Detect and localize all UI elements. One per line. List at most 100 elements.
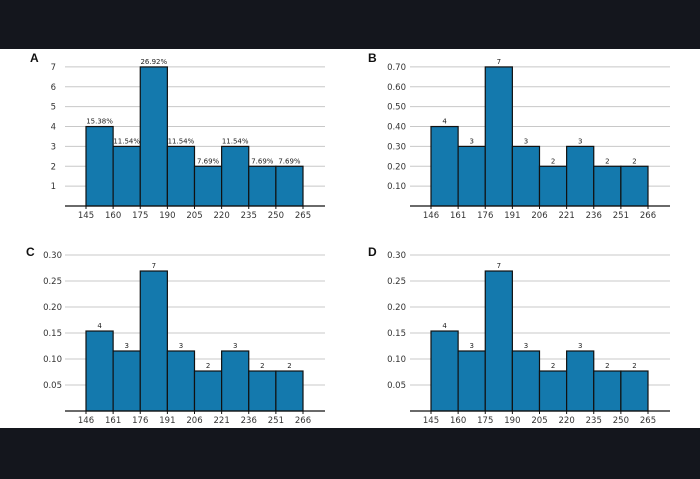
bar-data-label: 26.92%	[140, 58, 167, 66]
x-tick-label: 190	[159, 211, 175, 221]
bar-data-label: 2	[605, 362, 609, 370]
x-tick-label: 250	[613, 416, 629, 426]
y-tick-label: 0.10	[43, 355, 62, 365]
x-tick-label: 251	[268, 416, 284, 426]
y-tick-label: 0.30	[387, 251, 406, 261]
x-tick-label: 236	[586, 211, 602, 221]
y-tick-label: 0.05	[43, 381, 62, 391]
histogram-bar	[139, 270, 168, 412]
histogram-bar	[112, 350, 141, 412]
y-tick-label: 0.30	[387, 142, 406, 152]
x-tick-label: 221	[214, 416, 230, 426]
histogram-bar	[85, 125, 114, 207]
y-tick-label: 0.10	[387, 355, 406, 365]
x-tick-label: 206	[186, 416, 202, 426]
bar-data-label: 7.69%	[278, 157, 301, 165]
x-tick-label: 191	[504, 211, 520, 221]
x-tick-label: 145	[423, 416, 439, 426]
bar-data-label: 4	[442, 322, 447, 330]
panel-letter: A	[30, 51, 39, 65]
x-tick-label: 145	[78, 211, 94, 221]
histogram-bar	[275, 370, 304, 412]
bar-data-label: 2	[551, 362, 555, 370]
y-tick-label: 5	[51, 103, 56, 113]
bar-data-label: 2	[206, 362, 210, 370]
x-tick-label: 235	[586, 416, 602, 426]
x-tick-label: 235	[241, 211, 257, 221]
y-tick-label: 0.20	[387, 303, 406, 313]
x-tick-label: 251	[613, 211, 629, 221]
histogram-bar	[248, 370, 277, 412]
x-tick-label: 160	[450, 416, 466, 426]
histogram-bar	[566, 350, 595, 412]
y-tick-label: 0.10	[387, 182, 406, 192]
x-tick-label: 250	[268, 211, 284, 221]
y-tick-label: 0.70	[387, 63, 406, 73]
bar-data-label: 7.69%	[251, 157, 274, 165]
y-tick-label: 0.50	[387, 103, 406, 113]
x-tick-label: 265	[640, 416, 656, 426]
histogram-bar	[457, 145, 486, 207]
x-tick-label: 146	[78, 416, 94, 426]
bar-data-label: 2	[632, 362, 636, 370]
bar-data-label: 3	[124, 342, 128, 350]
bar-data-label: 2	[605, 157, 609, 165]
y-tick-label: 0.05	[387, 381, 406, 391]
x-tick-label: 176	[477, 211, 493, 221]
histogram-bar	[457, 350, 486, 412]
y-tick-label: 0.20	[43, 303, 62, 313]
panel-letter: B	[368, 51, 377, 65]
panel-b: B 0.10 0.20 0.30 0.40 0.50 0.60 0.70 4 3 7 3 2 3 2 2 146…	[368, 51, 670, 221]
bar-data-label: 4	[442, 118, 447, 126]
x-tick-label: 175	[132, 211, 148, 221]
x-tick-label: 205	[531, 416, 547, 426]
histogram-bar	[538, 165, 568, 207]
panel-letter: C	[26, 245, 35, 259]
histogram-bar	[112, 145, 141, 207]
bar-data-label: 7	[497, 262, 501, 270]
histogram-bar	[620, 370, 649, 412]
panel-letter: D	[368, 245, 377, 259]
bar-data-label: 3	[179, 342, 183, 350]
bar-data-label: 2	[632, 157, 636, 165]
bar-data-label: 4	[97, 322, 102, 330]
x-tick-label: 266	[295, 416, 311, 426]
histogram-bar	[511, 350, 541, 412]
histogram-bar	[166, 350, 196, 412]
y-tick-label: 1	[51, 182, 56, 192]
y-tick-label: 0.25	[387, 277, 406, 287]
histogram-bar	[566, 145, 595, 207]
histogram-bar	[593, 370, 622, 412]
histogram-bar	[620, 165, 649, 207]
x-tick-label: 146	[423, 211, 439, 221]
bar-data-label: 2	[287, 362, 291, 370]
bar-data-label: 7.69%	[197, 157, 220, 165]
y-tick-label: 2	[51, 162, 56, 172]
bar-data-label: 2	[551, 157, 555, 165]
x-tick-label: 205	[186, 211, 202, 221]
bar-data-label: 3	[524, 342, 528, 350]
histogram-bar	[85, 330, 114, 412]
bar-data-label: 3	[578, 342, 582, 350]
y-tick-label: 0.40	[387, 123, 406, 133]
y-tick-label: 0.25	[43, 277, 62, 287]
y-tick-label: 0.60	[387, 83, 406, 93]
histogram-bar	[484, 66, 513, 207]
y-tick-label: 7	[51, 63, 56, 73]
histogram-bar	[193, 370, 223, 412]
bar-data-label: 3	[578, 137, 582, 145]
histogram-bar	[275, 165, 304, 207]
histogram-bar	[221, 145, 250, 207]
histogram-figure: A 1 2 3 4 5 6 7 15.38% 11.54% 26.92% 11.54% 7.69% 11.…	[0, 49, 700, 428]
x-tick-label: 176	[132, 416, 148, 426]
histogram-bar	[430, 125, 459, 207]
x-tick-label: 265	[295, 211, 311, 221]
y-tick-label: 0.20	[387, 162, 406, 172]
y-tick-label: 0.15	[43, 329, 62, 339]
bar-data-label: 3	[469, 342, 473, 350]
y-tick-label: 4	[51, 123, 56, 133]
histogram-bar	[593, 165, 622, 207]
panel-d: D 0.05 0.10 0.15 0.20 0.25 0.30 4 3 7 3 2 3 2 2 145 160 1…	[368, 245, 670, 426]
x-tick-label: 161	[105, 416, 121, 426]
bar-data-label: 11.54%	[113, 137, 140, 145]
